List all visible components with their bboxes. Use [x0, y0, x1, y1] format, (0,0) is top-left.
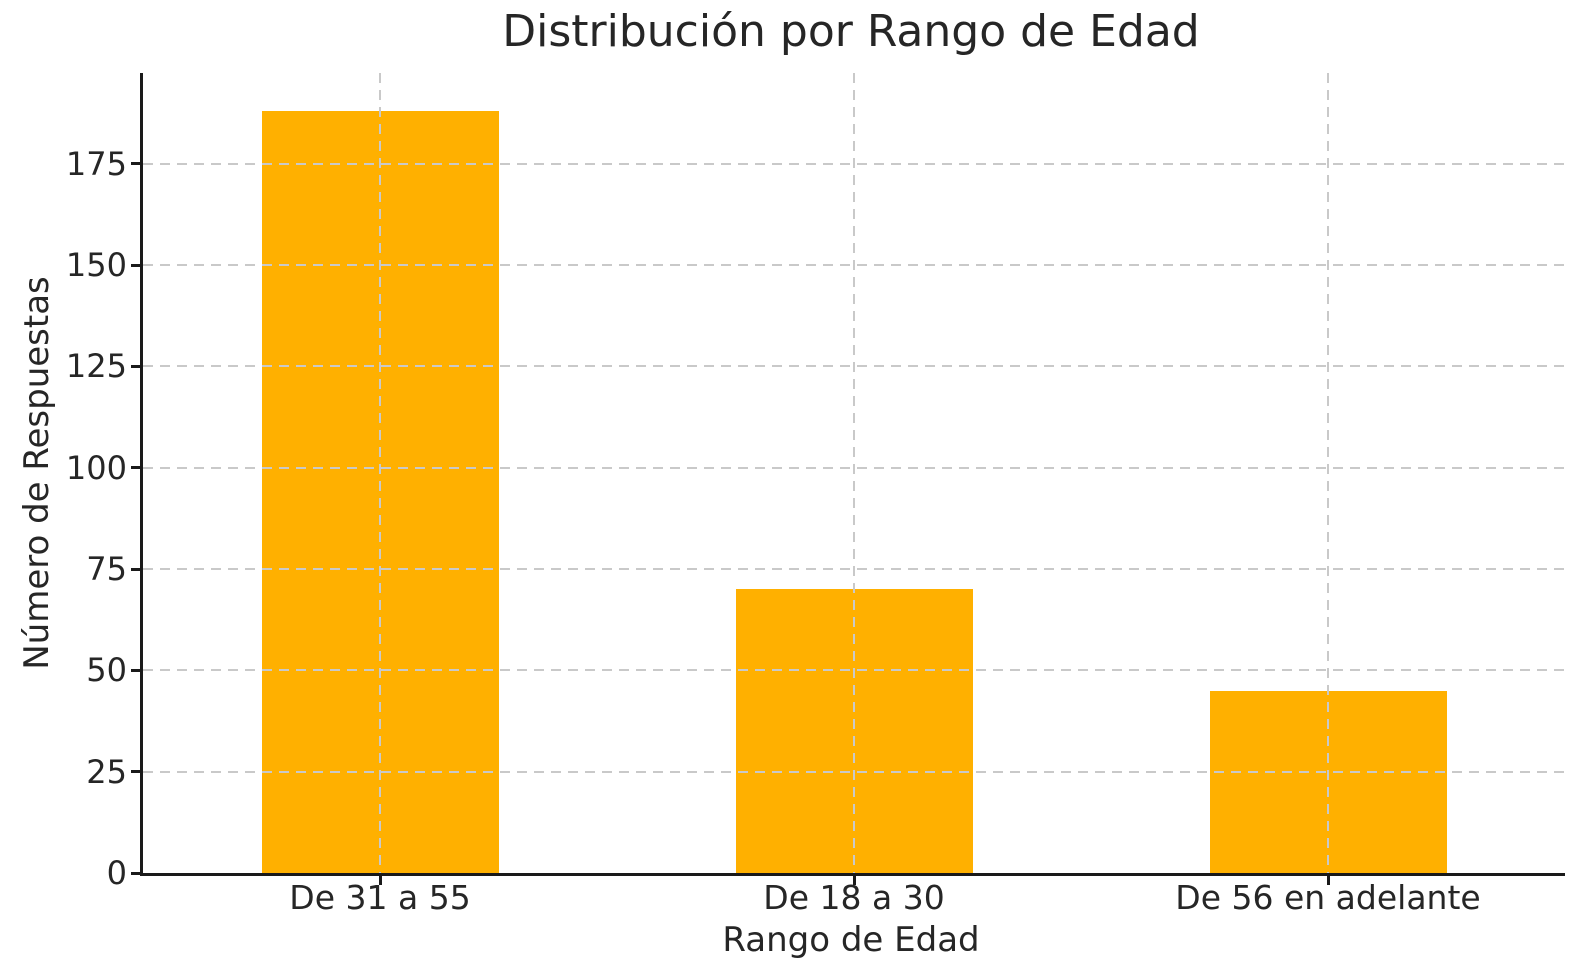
y-tick-label: 50 — [86, 651, 127, 690]
x-tick — [852, 876, 856, 885]
x-tick — [1326, 876, 1330, 885]
y-tick — [131, 567, 140, 571]
y-tick-label: 150 — [65, 246, 127, 285]
y-tick — [131, 871, 140, 875]
y-tick — [131, 770, 140, 774]
y-tick — [131, 263, 140, 267]
y-tick-label: 0 — [106, 854, 127, 892]
x-tick-label: De 18 a 30 — [763, 878, 945, 917]
chart-title: Distribución por Rango de Edad — [502, 6, 1200, 57]
y-tick — [131, 162, 140, 166]
y-tick — [131, 668, 140, 672]
y-tick-label: 75 — [86, 550, 127, 589]
y-tick-label: 125 — [65, 347, 127, 386]
x-gridline — [1327, 73, 1329, 873]
plot-area: 0 25 50 75 100 125 150 175 De 31 a 55 De 18 a 30 D… — [66, 73, 1565, 914]
y-tick-label: 100 — [65, 448, 127, 487]
x-axis-label: Rango de Edad — [722, 920, 980, 960]
y-tick-label: 175 — [65, 144, 127, 183]
x-tick-label: De 56 en adelante — [1175, 878, 1481, 917]
y-axis-label: Número de Respuestas — [17, 276, 57, 670]
y-tick — [131, 364, 140, 368]
x-gridline — [853, 73, 855, 873]
x-tick-label: De 31 a 55 — [289, 878, 471, 917]
y-tick — [131, 466, 140, 470]
y-tick-label: 25 — [86, 752, 127, 791]
x-tick — [378, 876, 382, 885]
x-gridline — [379, 73, 381, 873]
